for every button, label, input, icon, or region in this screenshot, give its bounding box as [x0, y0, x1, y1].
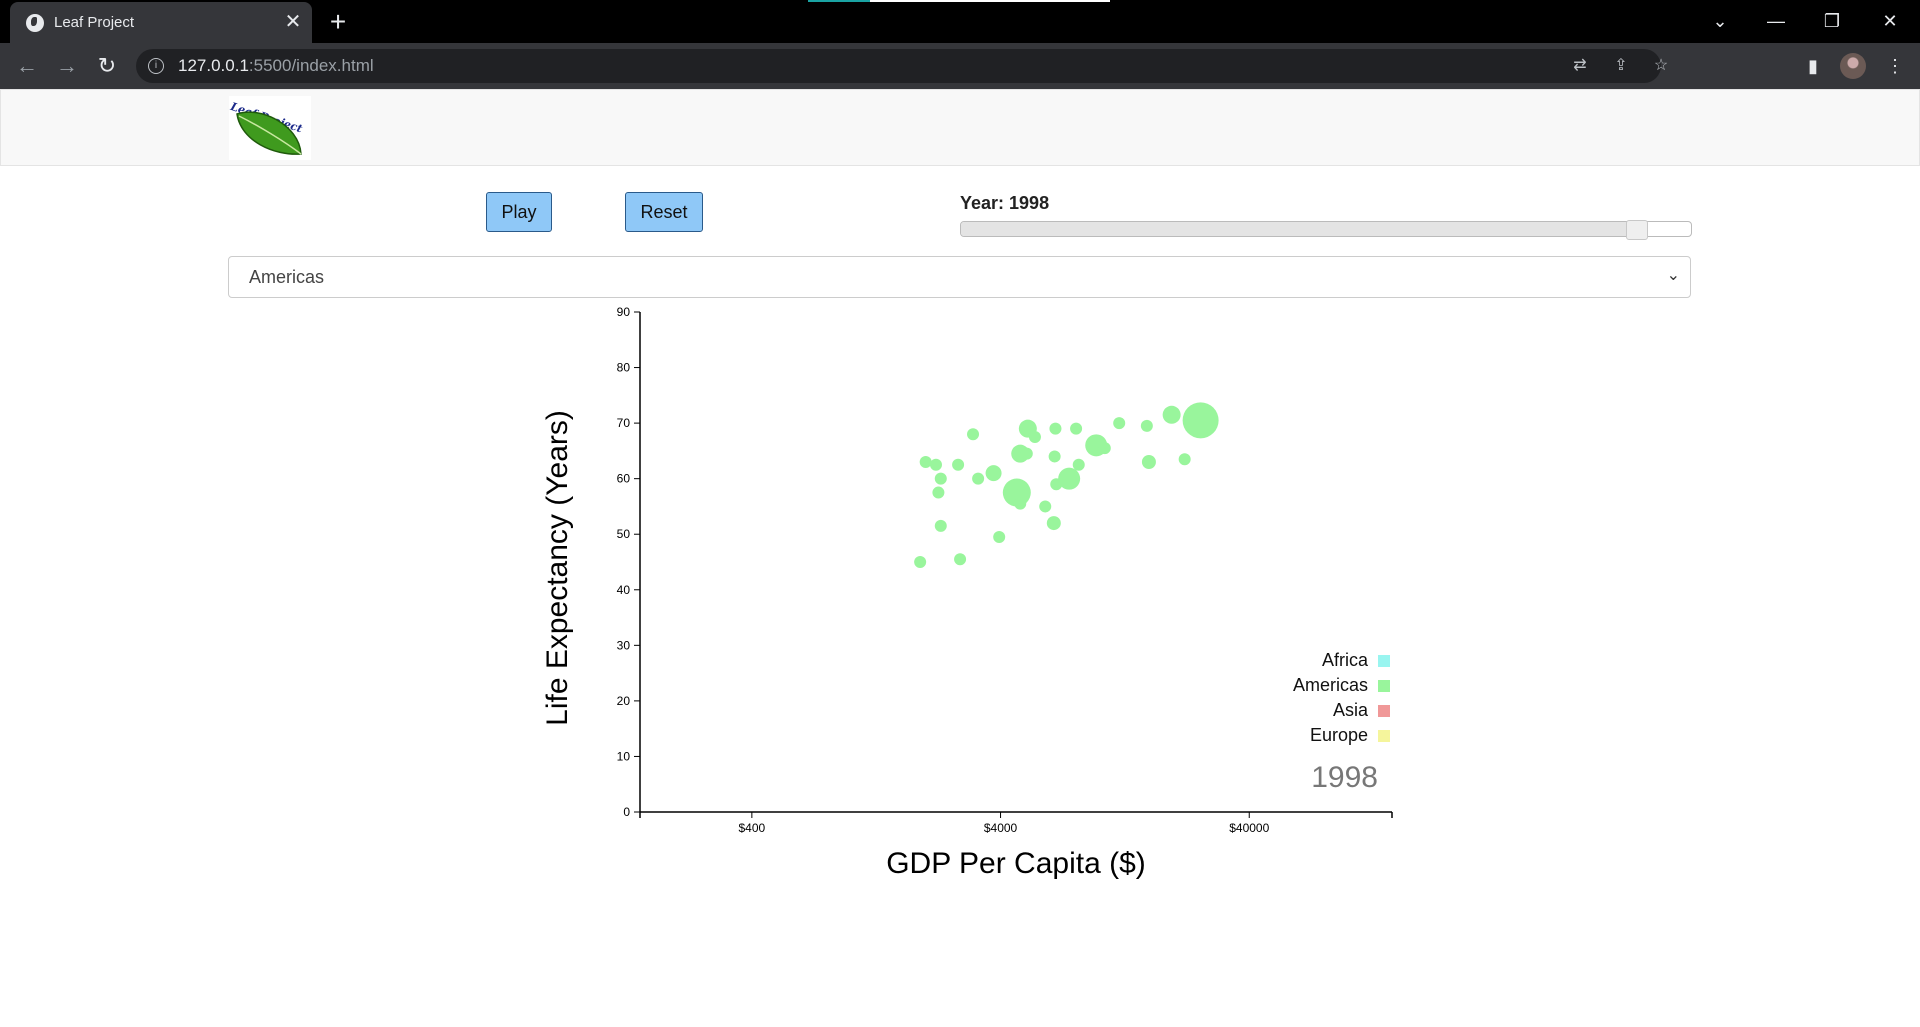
data-point [1049, 422, 1062, 435]
continent-select[interactable]: Americas ⌄ [228, 256, 1691, 298]
y-tick-label: 80 [617, 361, 631, 375]
data-point [1098, 442, 1111, 455]
data-point [1140, 419, 1153, 432]
data-point [1002, 478, 1031, 507]
legend-swatch [1378, 705, 1390, 717]
data-point [967, 428, 980, 441]
x-tick-label: $4000 [984, 821, 1018, 835]
data-point [993, 531, 1006, 543]
reload-icon[interactable]: ↻ [97, 53, 117, 78]
sidepanel-icon[interactable]: ▮ [1808, 56, 1818, 76]
continent-select-value: Americas [249, 267, 325, 287]
data-point [1020, 447, 1033, 460]
browser-tab[interactable]: Leaf Project ✕ [10, 2, 312, 43]
data-point [1072, 458, 1085, 471]
avatar[interactable] [1840, 53, 1866, 79]
tab-title: Leaf Project [54, 14, 135, 31]
x-axis-label: GDP Per Capita ($) [886, 847, 1146, 880]
url-text[interactable]: 127.0.0.1:5500/index.html [178, 56, 374, 75]
address-bar[interactable]: i 127.0.0.1:5500/index.html ⇄ ⇪ ☆ [136, 49, 1668, 83]
legend-swatch [1378, 730, 1390, 742]
slider-thumb[interactable] [1626, 220, 1649, 240]
y-axis-label: Life Expectancy (Years) [541, 410, 574, 726]
data-point [1039, 500, 1052, 513]
data-point [932, 486, 945, 499]
data-point [1028, 431, 1041, 443]
y-tick-label: 10 [617, 749, 631, 763]
legend-label: Europe [1310, 725, 1368, 745]
chevron-down-icon[interactable]: ⌄ [1712, 11, 1728, 31]
back-icon[interactable]: ← [16, 53, 38, 78]
data-point [1018, 419, 1037, 438]
restore-icon[interactable]: ❐ [1823, 11, 1841, 31]
translate-icon[interactable]: ⇄ [1573, 57, 1587, 74]
year-slider[interactable] [960, 220, 1692, 240]
data-point [952, 458, 965, 471]
y-tick-label: 0 [623, 805, 630, 819]
data-point [1011, 444, 1030, 463]
data-point [934, 519, 947, 532]
plus-icon[interactable]: + [329, 6, 347, 37]
year-watermark: 1998 [1311, 761, 1378, 794]
data-point [1113, 417, 1126, 430]
close-icon[interactable]: ✕ [284, 11, 302, 33]
year-label: Year: 1998 [960, 193, 1050, 213]
legend-label: Americas [1293, 675, 1368, 695]
data-point [972, 472, 985, 485]
y-tick-label: 60 [617, 472, 631, 486]
data-point [1058, 467, 1081, 490]
x-tick-label: $400 [739, 821, 766, 835]
leaf-icon [236, 111, 302, 155]
browser-toolbar: ← → ↻ i 127.0.0.1:5500/index.html ⇄ ⇪ ☆ … [0, 43, 1920, 89]
data-point [954, 553, 967, 566]
data-point [934, 472, 947, 485]
data-point [1182, 402, 1219, 439]
logo[interactable]: Leaf Project [229, 96, 311, 160]
data-point [1046, 516, 1061, 531]
play-button[interactable]: Play [486, 192, 552, 232]
y-tick-label: 70 [617, 416, 631, 430]
data-point [1050, 478, 1063, 491]
y-tick-label: 30 [617, 638, 631, 652]
data-point [929, 458, 942, 471]
share-icon[interactable]: ⇪ [1614, 57, 1628, 74]
data-point [1178, 453, 1191, 466]
y-tick-label: 40 [617, 583, 631, 597]
data-point [985, 465, 1002, 482]
chevron-down-icon: ⌄ [1666, 267, 1680, 284]
globe-icon [26, 14, 44, 32]
legend-swatch [1378, 680, 1390, 692]
data-point [1085, 434, 1108, 457]
star-icon[interactable]: ☆ [1653, 57, 1669, 74]
data-point [1048, 450, 1061, 463]
browser-titlebar: Leaf Project ✕ + ⌄ — ❐ ✕ [0, 0, 1920, 43]
more-icon[interactable]: ⋮ [1886, 56, 1904, 76]
data-point [1014, 497, 1027, 510]
minimize-icon[interactable]: — [1767, 11, 1785, 31]
legend-label: Africa [1322, 650, 1369, 670]
data-point [919, 456, 932, 468]
info-icon[interactable]: i [148, 58, 164, 74]
y-tick-label: 90 [617, 305, 631, 319]
y-tick-label: 50 [617, 527, 631, 541]
reset-button[interactable]: Reset [625, 192, 703, 232]
x-tick-label: $40000 [1229, 821, 1269, 835]
data-point [1141, 455, 1156, 469]
slider-fill [961, 222, 1637, 236]
page-header: Leaf Project [0, 89, 1920, 166]
data-point [914, 556, 927, 568]
data-point [1162, 405, 1181, 424]
forward-icon[interactable]: → [56, 53, 78, 78]
legend-label: Asia [1333, 700, 1369, 720]
y-tick-label: 20 [617, 694, 631, 708]
legend-swatch [1378, 655, 1390, 667]
data-point [1070, 422, 1083, 435]
close-window-icon[interactable]: ✕ [1882, 11, 1898, 31]
loading-indicator [808, 0, 1110, 2]
